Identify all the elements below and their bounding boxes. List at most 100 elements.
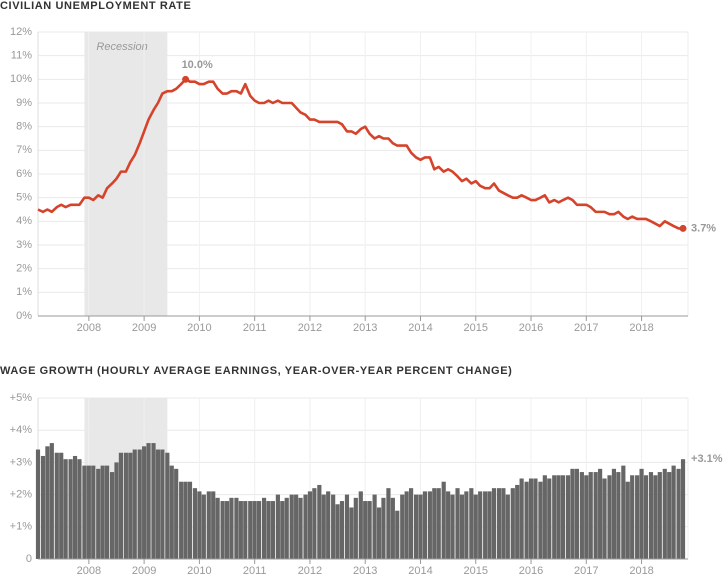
bar	[229, 497, 234, 559]
bar	[574, 468, 579, 559]
bar	[257, 501, 262, 559]
bar	[45, 446, 50, 559]
bar	[639, 468, 644, 559]
chart-title: CIVILIAN UNEMPLOYMENT RATE	[0, 0, 191, 12]
bar	[63, 459, 68, 559]
bar	[294, 494, 299, 559]
y-tick-label: +3%	[10, 456, 33, 468]
bar	[556, 475, 561, 559]
bar	[100, 465, 105, 559]
x-tick-label: 2018	[629, 565, 653, 577]
bar	[538, 481, 543, 559]
bar	[483, 491, 488, 559]
bar	[680, 459, 686, 559]
x-tick-label: 2010	[187, 565, 211, 577]
bar	[179, 481, 184, 559]
bar	[243, 501, 248, 559]
bar	[206, 491, 211, 559]
bar	[82, 465, 87, 559]
bar	[123, 452, 128, 559]
bar	[183, 481, 188, 559]
x-tick-label: 2015	[464, 565, 488, 577]
bar	[376, 507, 382, 559]
bar	[584, 475, 589, 559]
bar	[413, 494, 419, 559]
x-tick-label: 2013	[353, 565, 377, 577]
bar	[312, 488, 317, 559]
bar	[667, 472, 672, 559]
y-tick-label: +1%	[10, 521, 33, 533]
x-tick-label: 2014	[408, 565, 432, 577]
bar	[224, 501, 230, 559]
bar	[331, 494, 336, 559]
bar	[77, 459, 82, 559]
bar	[211, 491, 216, 559]
bar	[54, 452, 59, 559]
bar	[450, 494, 455, 559]
bar	[151, 443, 156, 559]
bar	[284, 497, 289, 559]
x-tick-label: 2017	[574, 322, 598, 334]
bar	[174, 468, 179, 559]
bar	[593, 472, 598, 559]
bar	[519, 478, 524, 559]
x-tick-label: 2015	[464, 322, 488, 334]
bar	[59, 452, 64, 559]
x-tick-label: 2011	[243, 565, 267, 577]
bar	[128, 452, 133, 559]
bar	[303, 494, 308, 559]
point-marker	[182, 75, 190, 83]
bar	[358, 491, 363, 559]
bar	[657, 472, 662, 559]
bar	[40, 455, 46, 559]
bar	[146, 443, 151, 559]
bar	[317, 484, 322, 559]
bar	[648, 472, 654, 559]
bar	[335, 504, 340, 559]
bar	[487, 491, 492, 559]
bar	[326, 491, 331, 559]
bar	[459, 494, 465, 559]
x-tick-label: 2013	[353, 322, 377, 334]
bar	[234, 497, 239, 559]
bar	[372, 494, 377, 559]
bar	[528, 478, 534, 559]
bar	[552, 475, 557, 559]
bar	[625, 481, 630, 559]
bar	[427, 491, 432, 559]
bar	[169, 465, 174, 559]
y-tick-label: 1%	[16, 286, 32, 298]
bar	[469, 488, 474, 559]
bar	[602, 478, 607, 559]
x-tick-label: 2017	[574, 565, 598, 577]
bar	[635, 475, 640, 559]
bar	[446, 491, 451, 559]
x-tick-label: 2009	[132, 565, 156, 577]
bar	[455, 488, 460, 559]
bar	[137, 449, 142, 559]
bar	[197, 491, 202, 559]
bar	[588, 472, 593, 559]
y-tick-label: 0%	[16, 310, 32, 322]
y-tick-label: +4%	[10, 424, 33, 436]
bar	[404, 491, 409, 559]
bar	[478, 491, 483, 559]
bar	[671, 465, 676, 559]
y-tick-label: 6%	[16, 168, 32, 180]
bar	[261, 497, 267, 559]
bar	[441, 481, 446, 559]
bar	[367, 501, 372, 559]
bar	[579, 472, 584, 559]
bar	[96, 468, 101, 559]
bar	[473, 494, 478, 559]
bar	[616, 472, 621, 559]
bar	[118, 452, 123, 559]
x-tick-label: 2008	[77, 322, 101, 334]
bar	[418, 494, 423, 559]
bar	[653, 475, 658, 559]
bar	[72, 455, 78, 559]
y-tick-label: +2%	[10, 489, 33, 501]
bar	[349, 507, 354, 559]
bar	[68, 459, 73, 559]
